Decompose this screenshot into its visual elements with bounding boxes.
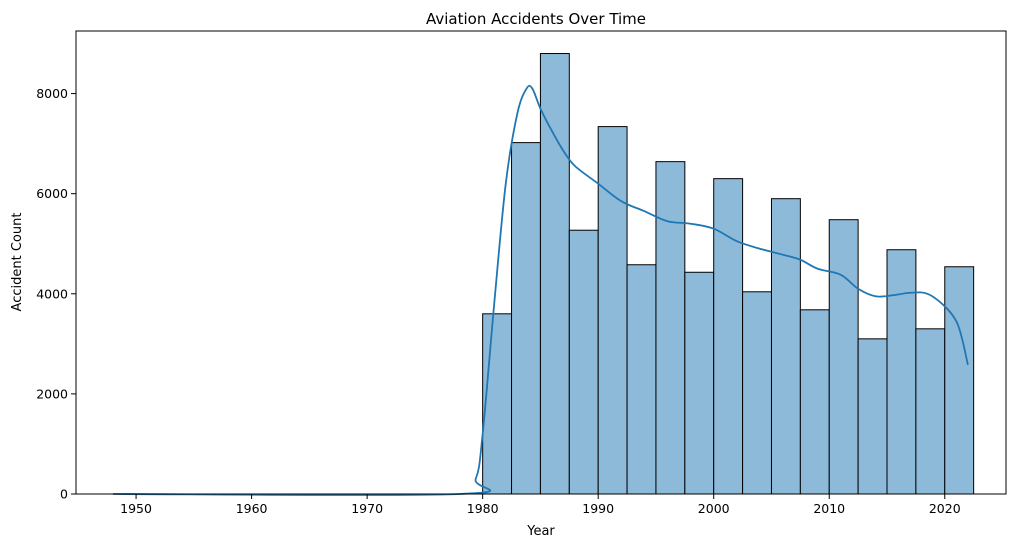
chart-title: Aviation Accidents Over Time [426, 10, 646, 28]
y-tick-label: 2000 [36, 386, 68, 401]
histogram-bar [944, 266, 975, 495]
x-tick-label: 1950 [120, 501, 152, 516]
histogram-bar [857, 338, 888, 495]
histogram-bar [886, 249, 917, 495]
y-tick-label: 6000 [36, 186, 68, 201]
histogram-bar [482, 313, 513, 495]
histogram-bar [713, 178, 744, 495]
x-tick-label: 2000 [698, 501, 730, 516]
histogram-bar [799, 309, 830, 495]
histogram-bar [568, 229, 599, 495]
y-axis: 0 2000 4000 6000 8000 [36, 86, 76, 502]
histogram-bar [539, 53, 570, 495]
y-tick-label: 0 [60, 487, 68, 502]
histogram-bar [684, 271, 715, 495]
x-tick-label: 2010 [813, 501, 845, 516]
histogram-bar [655, 161, 686, 495]
x-tick-label: 2020 [929, 501, 961, 516]
x-tick-label: 1980 [467, 501, 499, 516]
histogram-bar [828, 219, 859, 495]
y-axis-label: Accident Count [10, 213, 25, 312]
histogram-bar [597, 126, 628, 495]
y-tick-label: 4000 [36, 286, 68, 301]
x-tick-label: 1990 [582, 501, 614, 516]
kde-curve [112, 84, 969, 497]
histogram-bar [915, 328, 946, 495]
x-axis: 1950 1960 1970 1980 1990 2000 2010 2020 [120, 494, 961, 516]
histogram-bar [511, 142, 541, 495]
plot-frame [75, 30, 1007, 495]
histogram-bar [626, 264, 657, 495]
histogram-bars [482, 53, 975, 495]
histogram-bar [770, 198, 801, 495]
x-axis-label: Year [526, 524, 555, 539]
y-tick-label: 8000 [36, 86, 68, 101]
x-tick-label: 1960 [236, 501, 268, 516]
histogram-bar [742, 291, 772, 495]
x-tick-label: 1970 [351, 501, 383, 516]
